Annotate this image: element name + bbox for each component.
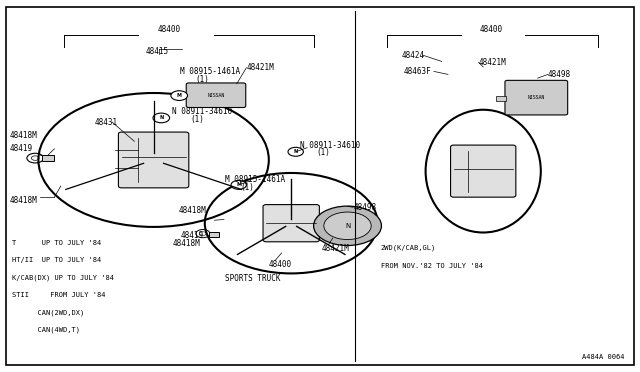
FancyBboxPatch shape: [451, 145, 516, 197]
Text: NISSAN: NISSAN: [528, 95, 545, 100]
Text: N: N: [294, 149, 298, 154]
Text: 48498: 48498: [548, 70, 571, 79]
FancyBboxPatch shape: [263, 205, 319, 242]
Bar: [42, 155, 54, 161]
Circle shape: [288, 147, 303, 156]
FancyBboxPatch shape: [118, 132, 189, 188]
FancyBboxPatch shape: [505, 80, 568, 115]
Text: M: M: [236, 182, 241, 187]
Text: 48421M: 48421M: [321, 244, 349, 253]
Text: 48498: 48498: [353, 203, 376, 212]
Text: 48424: 48424: [402, 51, 425, 60]
Text: 48421M: 48421M: [479, 58, 506, 67]
Text: 48400: 48400: [158, 25, 181, 33]
FancyBboxPatch shape: [186, 83, 246, 108]
Text: T      UP TO JULY '84: T UP TO JULY '84: [12, 240, 100, 246]
Text: N: N: [159, 115, 163, 121]
Text: (1): (1): [190, 115, 204, 124]
Text: SPORTS TRUCK: SPORTS TRUCK: [225, 274, 281, 283]
Text: (1): (1): [316, 148, 330, 157]
Text: K/CAB(DX) UP TO JULY '84: K/CAB(DX) UP TO JULY '84: [12, 274, 113, 281]
Text: CAN(4WD,T): CAN(4WD,T): [12, 327, 79, 333]
Text: N 08911-34610: N 08911-34610: [172, 107, 232, 116]
Text: M 08915-1461A: M 08915-1461A: [180, 67, 241, 76]
Text: 48418M: 48418M: [173, 239, 200, 248]
Text: STII     FROM JULY '84: STII FROM JULY '84: [12, 292, 105, 298]
Text: FROM NOV.'82 TO JULY '84: FROM NOV.'82 TO JULY '84: [381, 263, 483, 269]
Text: NISSAN: NISSAN: [207, 93, 225, 98]
Circle shape: [314, 206, 381, 246]
Circle shape: [153, 113, 170, 123]
Circle shape: [231, 180, 246, 189]
Text: 48421M: 48421M: [247, 63, 275, 72]
Text: (1): (1): [241, 183, 255, 192]
Text: (1): (1): [195, 75, 209, 84]
Circle shape: [171, 91, 188, 100]
Text: 48415: 48415: [146, 47, 169, 56]
Text: N: N: [345, 223, 350, 229]
Text: M 08915-1461A: M 08915-1461A: [225, 175, 285, 184]
Text: 48463F: 48463F: [403, 67, 431, 76]
Text: 48418M: 48418M: [10, 131, 37, 140]
Circle shape: [324, 212, 371, 240]
Text: 48419: 48419: [181, 231, 204, 240]
Text: N 08911-34610: N 08911-34610: [300, 141, 360, 150]
Text: 48431: 48431: [95, 118, 118, 126]
Text: 2WD(K/CAB,GL): 2WD(K/CAB,GL): [381, 244, 436, 251]
Text: 48418M: 48418M: [179, 206, 206, 215]
Text: HT/II  UP TO JULY '84: HT/II UP TO JULY '84: [12, 257, 100, 263]
Text: 48419: 48419: [10, 144, 33, 153]
Text: M: M: [177, 93, 182, 98]
Bar: [496, 96, 506, 101]
Bar: [209, 232, 219, 237]
Text: 48400: 48400: [269, 260, 292, 269]
Text: 48400: 48400: [480, 25, 503, 33]
Text: 48418M: 48418M: [10, 196, 37, 205]
Text: A484A 0064: A484A 0064: [582, 354, 624, 360]
Text: CAN(2WD,DX): CAN(2WD,DX): [12, 309, 84, 316]
